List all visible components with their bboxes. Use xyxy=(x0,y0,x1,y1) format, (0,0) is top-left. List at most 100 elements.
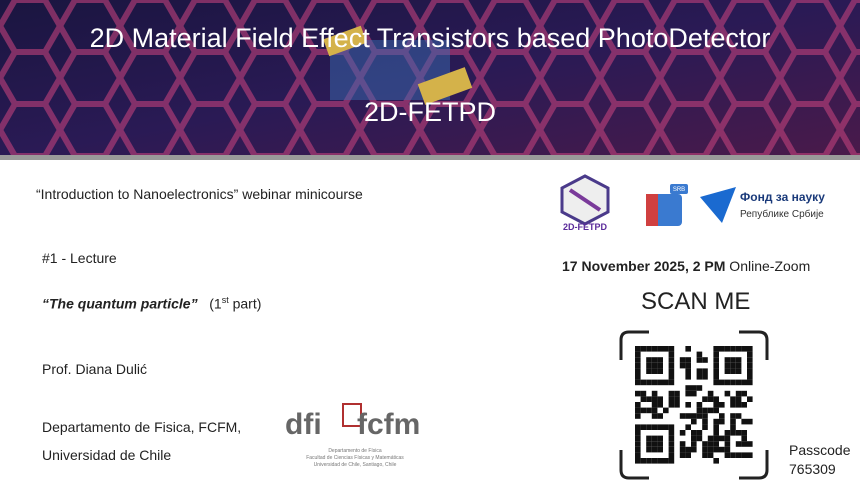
qr-module xyxy=(719,435,725,442)
qr-module xyxy=(702,396,708,402)
qr-module xyxy=(696,402,703,408)
qr-module xyxy=(646,446,652,453)
qr-module xyxy=(735,441,742,447)
qr-module xyxy=(640,346,647,352)
qr-module xyxy=(640,458,647,464)
qr-module xyxy=(635,379,641,386)
qr-module xyxy=(668,368,675,374)
uchile-2: Facultad de Ciencias Físicas y Matemátic… xyxy=(306,455,404,461)
qr-module xyxy=(730,413,736,419)
qr-module xyxy=(713,346,719,352)
qr-module xyxy=(747,362,753,369)
qr-module xyxy=(635,435,641,442)
lecture-title: “The quantum particle” (1st part) xyxy=(42,295,261,312)
qr-module xyxy=(635,413,641,419)
qr-module xyxy=(713,424,719,430)
qr-module xyxy=(685,357,691,363)
banner-subtitle: 2D-FETPD xyxy=(364,97,496,127)
uchile-logo: dfi fcfm Departamento de Física Facultad… xyxy=(285,403,420,468)
qr-module xyxy=(646,458,652,464)
qr-module xyxy=(663,424,669,430)
qr-module xyxy=(674,396,680,402)
qr-module xyxy=(685,362,691,369)
qr-module xyxy=(724,357,731,363)
qr-module xyxy=(696,430,703,436)
qr-module xyxy=(741,379,747,386)
qr-module xyxy=(651,346,658,352)
qr-module xyxy=(741,402,747,408)
qr-module xyxy=(668,452,675,458)
qr-module xyxy=(747,379,753,386)
qr-module xyxy=(657,424,663,430)
qr-module xyxy=(635,424,641,430)
qr-module xyxy=(651,435,658,442)
qr-module xyxy=(657,346,663,352)
qr-module xyxy=(691,446,697,453)
qr-module xyxy=(668,379,675,386)
qr-module xyxy=(663,346,669,352)
qr-module xyxy=(724,368,731,374)
lecture-name: “The quantum particle” xyxy=(42,295,198,312)
fund-2: Републике Србије xyxy=(740,208,824,220)
qr-module xyxy=(646,362,652,369)
event: 17 November 2025, 2 PM Online-Zoom xyxy=(562,258,810,274)
qr-module xyxy=(719,346,725,352)
qr-module xyxy=(735,346,742,352)
qr-module xyxy=(640,390,647,397)
qr-module xyxy=(707,441,714,447)
qr-module xyxy=(741,435,747,442)
qr-module xyxy=(696,413,703,419)
qr-code xyxy=(619,330,769,480)
qr-module xyxy=(735,430,742,436)
qr-module xyxy=(640,379,647,386)
qr-module xyxy=(657,458,663,464)
qr-module xyxy=(702,407,708,414)
qr-module xyxy=(707,435,714,442)
qr-module xyxy=(651,424,658,430)
qr-module xyxy=(713,458,719,464)
part: (1 xyxy=(209,295,222,312)
dfi: dfi xyxy=(285,408,322,441)
date: 17 November 2025, 2 PM xyxy=(562,258,726,274)
qr-module xyxy=(696,374,703,380)
qr-module xyxy=(691,430,697,436)
qr-module xyxy=(730,418,736,425)
qr-module xyxy=(747,441,753,447)
qr-module xyxy=(668,424,675,430)
qr-module xyxy=(724,379,731,386)
qr-module xyxy=(635,357,641,363)
qr-module xyxy=(646,379,652,386)
qr-module xyxy=(713,351,719,358)
qr-module xyxy=(635,407,641,414)
qr-module xyxy=(674,390,680,397)
suitcase: SRB xyxy=(646,184,688,226)
qr-module xyxy=(663,458,669,464)
badge: SRB xyxy=(673,187,685,193)
qr-module xyxy=(651,357,658,363)
qr-module xyxy=(735,357,742,363)
qr-module xyxy=(635,346,641,352)
qr-module xyxy=(741,452,747,458)
qr-module xyxy=(635,446,641,453)
qr-module xyxy=(668,362,675,369)
qr-module xyxy=(640,396,647,402)
qr-module xyxy=(713,357,719,363)
qr-module xyxy=(719,446,725,453)
qr-module xyxy=(735,402,742,408)
qr-module xyxy=(707,452,714,458)
qr-module xyxy=(702,374,708,380)
qr-module xyxy=(691,385,697,391)
passcode-label: Passcode xyxy=(789,442,851,458)
qr-module xyxy=(702,413,708,419)
qr-module xyxy=(635,458,641,464)
qr-module xyxy=(679,430,686,436)
qr-module xyxy=(735,362,742,369)
qr-module xyxy=(646,368,652,374)
qr-module xyxy=(685,368,691,374)
qr-module xyxy=(702,368,708,374)
platform: Online-Zoom xyxy=(725,258,811,274)
qr-module xyxy=(713,362,719,369)
qr-module xyxy=(646,396,652,402)
qr-module xyxy=(730,362,736,369)
